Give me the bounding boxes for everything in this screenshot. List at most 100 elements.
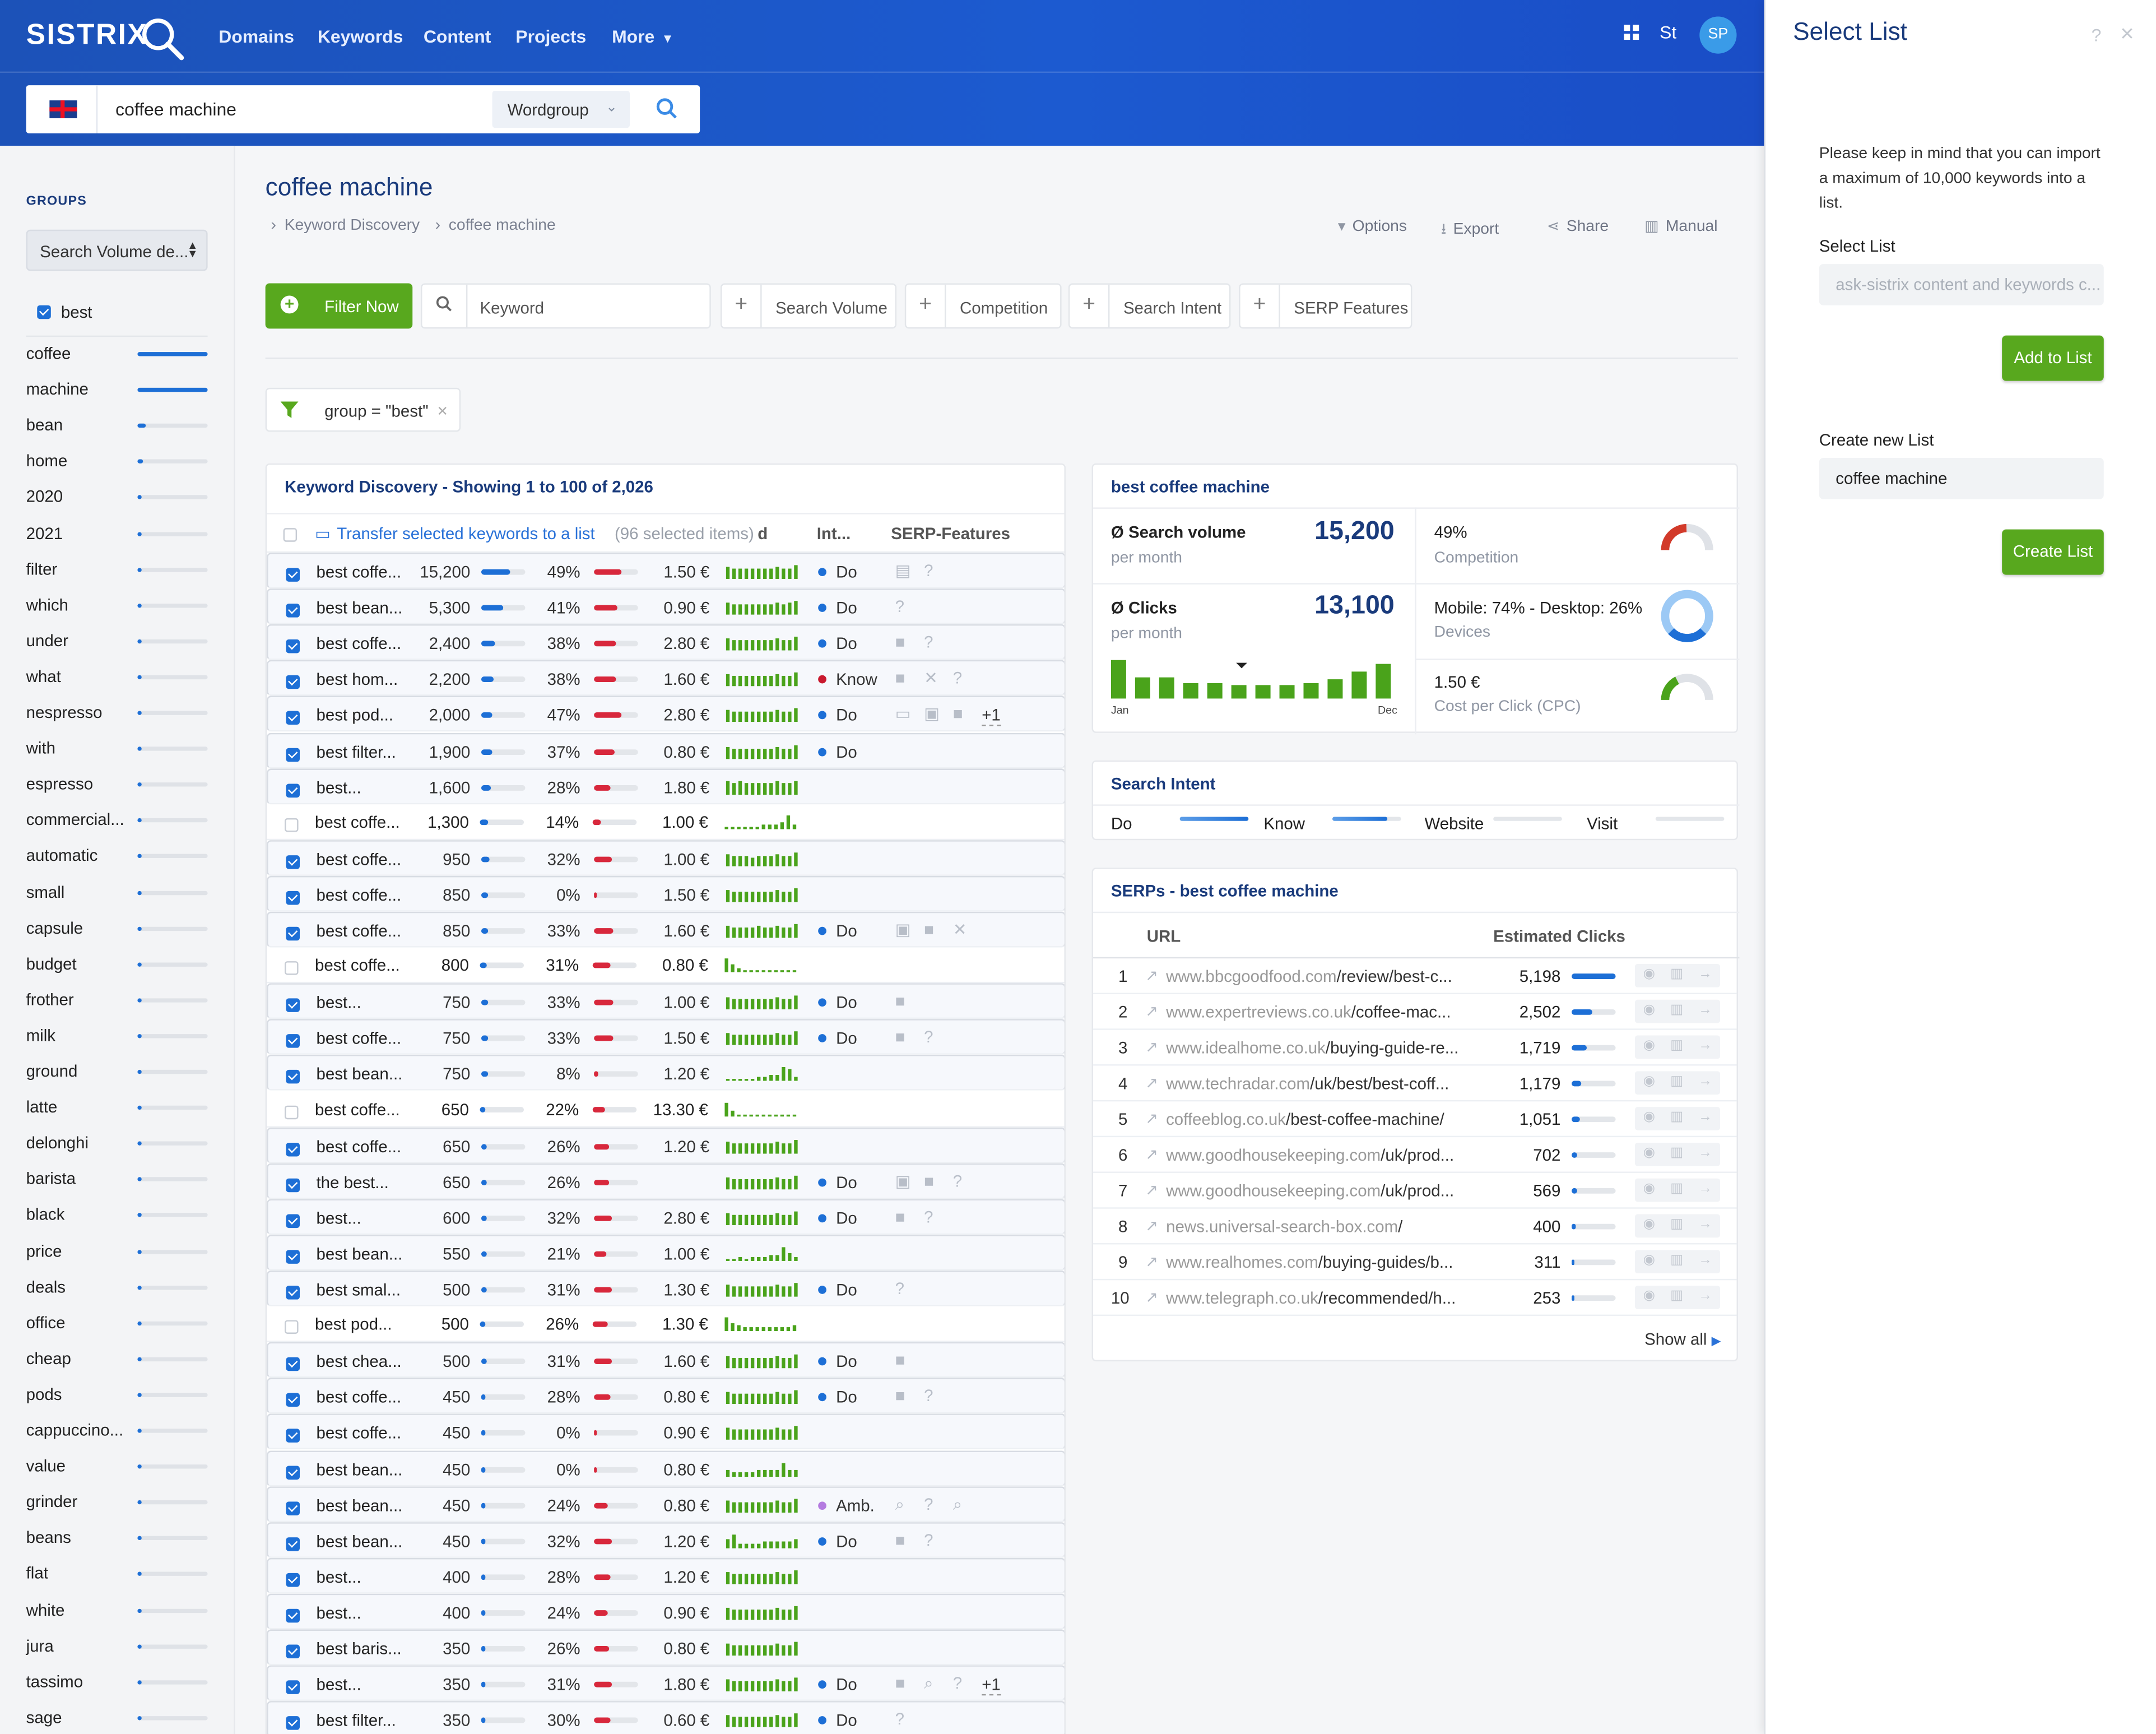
table-row[interactable]: best... 600 32% 2.80 € Do ■? xyxy=(267,1199,1065,1235)
keyword-cell[interactable]: best bean... xyxy=(316,1495,403,1515)
table-row[interactable]: best bean... 450 0% 0.80 € xyxy=(267,1450,1065,1486)
external-link-icon[interactable]: ↗ xyxy=(1145,1004,1158,1021)
row-checkbox[interactable] xyxy=(286,601,300,620)
table-row[interactable]: best baris... 350 26% 0.80 € xyxy=(267,1629,1065,1666)
row-actions[interactable]: ◉▥→ xyxy=(1634,1286,1721,1309)
group-item[interactable]: filter xyxy=(26,559,208,595)
keyword-cell[interactable]: best bean... xyxy=(316,1244,403,1264)
serp-url[interactable]: www.realhomes.com/buying-guides/b... xyxy=(1166,1253,1453,1272)
keyword-cell[interactable]: best coffe... xyxy=(316,1029,402,1049)
group-item[interactable]: deals xyxy=(26,1277,208,1313)
keyword-cell[interactable]: best pod... xyxy=(316,706,393,726)
keyword-cell[interactable]: best... xyxy=(316,1208,361,1228)
keyword-cell[interactable]: best coffe... xyxy=(316,1388,402,1407)
show-all-link[interactable]: Show all ▶ xyxy=(1644,1330,1721,1349)
external-link-icon[interactable]: ↗ xyxy=(1145,1147,1158,1163)
row-checkbox[interactable] xyxy=(286,673,300,692)
keyword-cell[interactable]: best coffe... xyxy=(314,956,400,975)
nav-more[interactable]: More ▼ xyxy=(612,26,673,47)
group-item[interactable]: coffee xyxy=(26,344,208,379)
keyword-cell[interactable]: best coffe... xyxy=(314,812,400,832)
eye-icon[interactable]: ◉ xyxy=(1643,1145,1671,1161)
keyword-cell[interactable]: best filter... xyxy=(316,1710,396,1731)
keyword-cell[interactable]: best coffe... xyxy=(316,849,402,869)
group-item[interactable]: nespresso xyxy=(26,703,208,739)
nav-domains[interactable]: Domains xyxy=(219,26,294,47)
group-item[interactable]: milk xyxy=(26,1026,208,1061)
table-row[interactable]: best smal... 500 31% 1.30 € Do? xyxy=(267,1271,1065,1306)
arrow-right-icon[interactable]: → xyxy=(1698,1145,1727,1161)
table-row[interactable]: best hom... 2,200 38% 1.60 € Know ■ ✕? xyxy=(267,660,1065,697)
row-checkbox[interactable] xyxy=(286,1175,300,1194)
nav-projects[interactable]: Projects xyxy=(515,26,587,47)
groups-sort-select[interactable]: Search Volume de... ▲ ▼ xyxy=(26,229,208,271)
keyword-cell[interactable]: best coffe... xyxy=(316,1137,402,1156)
row-checkbox[interactable] xyxy=(286,1032,300,1051)
column-header-serp[interactable]: SERP-Features xyxy=(891,523,1011,544)
group-item[interactable]: small xyxy=(26,882,208,918)
active-filter-chip[interactable]: group = "best" × xyxy=(265,387,461,432)
row-checkbox[interactable] xyxy=(284,1318,299,1337)
table-row[interactable]: best bean... 550 21% 1.00 € xyxy=(267,1235,1065,1271)
table-row[interactable]: best coffe... 1,300 14% 1.00 € xyxy=(267,804,1065,840)
table-row[interactable]: best bean... 750 8% 1.20 € xyxy=(267,1055,1065,1091)
group-item[interactable]: 2020 xyxy=(26,488,208,523)
serp-row[interactable]: 1 ↗ www.bbcgoodfood.com/review/best-c... 5,… xyxy=(1093,958,1737,994)
row-checkbox[interactable] xyxy=(286,1498,300,1517)
filter-search-intent[interactable]: + Search Intent xyxy=(1068,283,1231,329)
group-item[interactable]: price xyxy=(26,1241,208,1277)
external-link-icon[interactable]: ↗ xyxy=(1145,1039,1158,1056)
row-checkbox[interactable] xyxy=(286,1390,300,1410)
table-row[interactable]: best pod... 500 26% 1.30 € xyxy=(267,1306,1065,1342)
group-item[interactable]: cappuccino... xyxy=(26,1421,208,1457)
table-row[interactable]: best coffe... 850 33% 1.60 € Do ▣ ■ ✕ xyxy=(267,911,1065,948)
export-button[interactable]: ⭳ Export xyxy=(1441,217,1499,244)
table-row[interactable]: best... 750 33% 1.00 € Do ■ xyxy=(267,983,1065,1019)
keyword-cell[interactable]: best coffe... xyxy=(316,1424,402,1443)
table-row[interactable]: best... 350 31% 1.80 € Do ■ ⌕? +1 xyxy=(267,1665,1065,1701)
serp-url[interactable]: coffeeblog.co.uk/best-coffee-machine/ xyxy=(1166,1110,1444,1129)
keyword-cell[interactable]: best coffe... xyxy=(316,634,402,653)
serp-row[interactable]: 7 ↗ www.goodhousekeeping.com/uk/prod... 569… xyxy=(1093,1173,1737,1209)
serp-row[interactable]: 8 ↗ news.universal-search-box.com/400 ◉▥→ xyxy=(1093,1209,1737,1245)
external-link-icon[interactable]: ↗ xyxy=(1145,1111,1158,1128)
chart-icon[interactable]: ▥ xyxy=(1670,1110,1699,1125)
more-features-link[interactable]: +1 xyxy=(982,1675,1001,1696)
row-actions[interactable]: ◉▥→ xyxy=(1634,1035,1721,1059)
keyword-cell[interactable]: best bean... xyxy=(316,1459,403,1479)
group-item[interactable]: beans xyxy=(26,1528,208,1564)
column-header-intent[interactable]: Int... xyxy=(816,523,851,544)
table-row[interactable]: best bean... 450 32% 1.20 € Do ■? xyxy=(267,1522,1065,1558)
column-header-d[interactable]: d xyxy=(758,523,768,544)
eye-icon[interactable]: ◉ xyxy=(1643,1074,1671,1089)
add-to-list-button[interactable]: Add to List xyxy=(2002,335,2104,381)
eye-icon[interactable]: ◉ xyxy=(1643,1253,1671,1268)
serp-url[interactable]: www.bbcgoodfood.com/review/best-c... xyxy=(1166,967,1452,986)
group-item[interactable]: automatic xyxy=(26,846,208,882)
table-row[interactable]: best coffe... 850 0% 1.50 € xyxy=(267,875,1065,912)
group-best-checkbox[interactable]: best xyxy=(37,303,92,322)
table-row[interactable]: best bean... 5,300 41% 0.90 € Do? xyxy=(267,588,1065,625)
table-row[interactable]: best bean... 450 24% 0.80 € Amb. ⌕? ⌕ xyxy=(267,1486,1065,1522)
row-actions[interactable]: ◉▥→ xyxy=(1634,1142,1721,1166)
row-checkbox[interactable] xyxy=(286,1462,300,1481)
serp-url[interactable]: news.universal-search-box.com/ xyxy=(1166,1217,1402,1236)
breadcrumb-item[interactable]: coffee machine xyxy=(448,217,556,234)
group-item[interactable]: what xyxy=(26,667,208,703)
select-all-checkbox[interactable] xyxy=(283,528,298,542)
group-item[interactable]: office xyxy=(26,1313,208,1348)
table-row[interactable]: best coffe... 450 0% 0.90 € xyxy=(267,1414,1065,1450)
breadcrumb-item[interactable]: Keyword Discovery xyxy=(284,217,420,234)
more-features-link[interactable]: +1 xyxy=(982,706,1001,727)
keyword-cell[interactable]: best chea... xyxy=(316,1352,402,1371)
keyword-cell[interactable]: best pod... xyxy=(314,1314,392,1334)
row-actions[interactable]: ◉▥→ xyxy=(1634,999,1721,1023)
group-item[interactable]: espresso xyxy=(26,775,208,810)
group-item[interactable]: 2021 xyxy=(26,523,208,559)
table-row[interactable]: the best... 650 26% Do ▣ ■? xyxy=(267,1162,1065,1199)
group-item[interactable]: white xyxy=(26,1600,208,1636)
serp-row[interactable]: 5 ↗ coffeeblog.co.uk/best-coffee-machine/1… xyxy=(1093,1101,1737,1138)
filter-now-button[interactable]: + Filter Now xyxy=(265,283,413,329)
nav-content[interactable]: Content xyxy=(423,26,491,47)
keyword-cell[interactable]: best baris... xyxy=(316,1639,402,1659)
